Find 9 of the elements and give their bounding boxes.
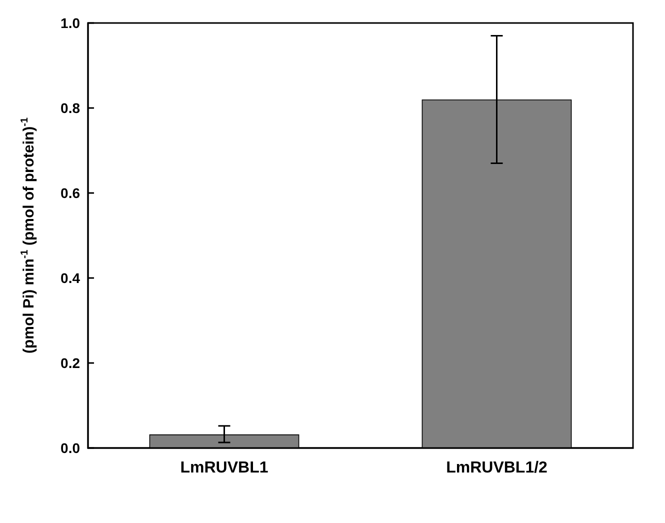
- y-tick-label: 0.0: [60, 440, 80, 456]
- y-tick-label: 0.8: [60, 100, 80, 116]
- y-axis-title: (pmol Pi) min-1 (pmol of protein)-1: [20, 117, 38, 354]
- y-tick-label: 0.4: [60, 270, 80, 286]
- y-tick-label: 1.0: [60, 15, 80, 31]
- x-tick-label: LmRUVBL1: [180, 460, 268, 476]
- x-tick-label: LmRUVBL1/2: [446, 460, 548, 476]
- y-tick-label: 0.2: [60, 355, 80, 371]
- y-tick-label: 0.6: [60, 185, 80, 201]
